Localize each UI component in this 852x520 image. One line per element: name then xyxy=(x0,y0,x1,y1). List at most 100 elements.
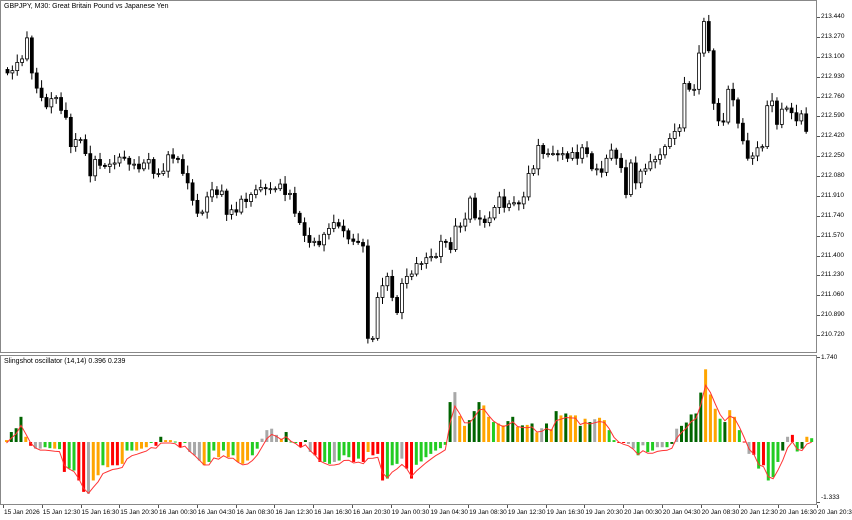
time-tick xyxy=(661,505,663,508)
candle xyxy=(638,168,643,188)
candle-body xyxy=(482,218,487,224)
candle xyxy=(570,147,575,161)
candle xyxy=(361,238,365,253)
histogram-bar xyxy=(559,415,563,442)
candle-body xyxy=(619,157,624,169)
axis-tick xyxy=(817,17,820,18)
candle-body xyxy=(726,88,731,123)
candle xyxy=(546,148,550,158)
price-chart-pane[interactable]: GBPJPY, M30: Great Britain Pound vs Japa… xyxy=(0,0,817,353)
candle xyxy=(103,162,107,169)
histogram-bar xyxy=(111,442,115,466)
candle xyxy=(141,159,146,172)
candle-body xyxy=(497,196,502,208)
candle-body xyxy=(794,112,799,122)
candle xyxy=(760,144,765,152)
histogram-bar xyxy=(573,415,577,442)
candle xyxy=(137,156,141,173)
candle xyxy=(64,102,68,120)
candle-body xyxy=(604,157,609,173)
candle-body xyxy=(83,139,88,155)
candle xyxy=(419,261,424,271)
oscillator-pane[interactable]: Slingshot oscillator (14,14) 0.396 0.239 xyxy=(0,355,817,505)
candle-body xyxy=(799,113,804,122)
candle xyxy=(356,233,361,245)
candle-body xyxy=(176,157,180,160)
candle xyxy=(258,179,263,193)
candle xyxy=(283,176,287,202)
candle-body xyxy=(273,188,278,191)
histogram-bar xyxy=(173,441,177,443)
candle-body xyxy=(677,127,682,132)
time-label: 15 Jan 20:30 xyxy=(120,509,158,516)
histogram-bar xyxy=(588,422,592,442)
candle-body xyxy=(468,197,473,220)
histogram-bar xyxy=(655,442,659,448)
candle xyxy=(253,184,258,199)
histogram-bar xyxy=(482,405,486,442)
candle-body xyxy=(638,170,643,184)
candle xyxy=(677,124,682,137)
histogram-bar xyxy=(549,429,553,442)
histogram-bar xyxy=(733,416,737,442)
candle-body xyxy=(531,168,536,174)
candle xyxy=(614,147,619,165)
candle xyxy=(585,141,589,158)
candle-body xyxy=(292,192,297,214)
candle xyxy=(122,150,127,161)
price-label: 212.250 xyxy=(821,152,845,160)
candle-body xyxy=(122,156,127,159)
candle xyxy=(624,159,628,199)
candle xyxy=(112,155,117,170)
candle xyxy=(44,93,49,110)
histogram-bar xyxy=(72,442,76,471)
histogram-bar xyxy=(323,442,327,462)
histogram-bar xyxy=(77,442,81,481)
candle-body xyxy=(68,116,73,148)
candle xyxy=(414,256,419,277)
candle xyxy=(687,81,692,92)
candle-body xyxy=(624,167,628,195)
histogram-bar xyxy=(434,442,438,451)
histogram-bar xyxy=(694,413,698,442)
candle-body xyxy=(190,182,195,201)
candle-body xyxy=(44,97,49,108)
candle xyxy=(49,92,54,114)
time-tick xyxy=(429,505,431,508)
candle-body xyxy=(565,153,570,159)
candle-body xyxy=(151,159,156,174)
candle xyxy=(424,252,429,269)
candle xyxy=(512,196,516,207)
candle xyxy=(745,132,750,161)
candle-body xyxy=(278,183,283,190)
candle xyxy=(458,222,463,233)
axis-tick xyxy=(817,275,820,277)
oscillator-axis-min: -1.333 xyxy=(821,494,840,501)
time-label: 16 Jan 20:30 xyxy=(352,509,391,516)
time-tick xyxy=(80,505,82,508)
histogram-bar xyxy=(646,442,650,452)
histogram-bar xyxy=(48,442,52,449)
histogram-bar xyxy=(19,416,23,442)
histogram-bar xyxy=(506,421,510,442)
candle xyxy=(521,191,526,210)
candle-body xyxy=(521,196,526,205)
candle-body xyxy=(317,240,322,246)
candle-body xyxy=(219,190,224,195)
time-label: 19 Jan 00:30 xyxy=(391,509,430,516)
candle xyxy=(604,154,609,177)
time-label: 19 Jan 12:30 xyxy=(507,509,546,516)
candle-body xyxy=(546,153,550,156)
candle xyxy=(385,272,390,291)
candle-body xyxy=(516,202,521,205)
candle xyxy=(34,67,39,94)
histogram-bar xyxy=(713,408,717,442)
histogram-bar xyxy=(188,442,192,452)
candle-body xyxy=(750,155,755,159)
candle-body xyxy=(88,153,93,177)
candle-body xyxy=(302,222,307,236)
candle-body xyxy=(307,235,312,243)
candle-body xyxy=(215,189,219,195)
candle-body xyxy=(477,217,482,220)
candle xyxy=(370,336,375,343)
